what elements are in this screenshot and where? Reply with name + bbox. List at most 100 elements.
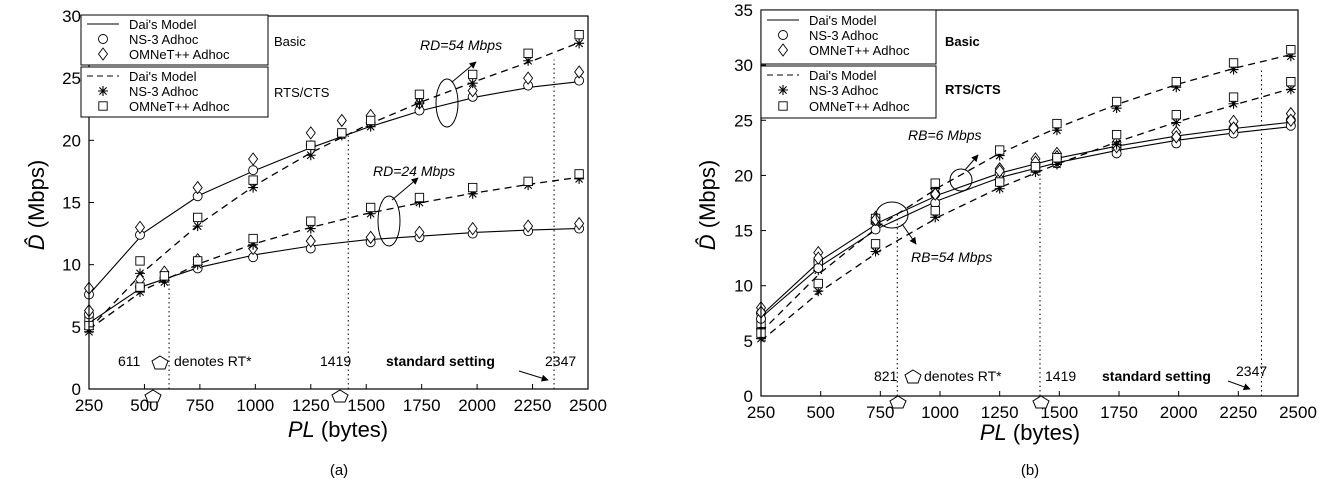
callout-arrow xyxy=(901,223,917,245)
star-marker xyxy=(1111,103,1122,114)
group-ellipse xyxy=(377,195,401,247)
rt-legend-text: denotes RT* xyxy=(924,368,1002,384)
diamond-marker xyxy=(97,47,109,61)
y-tick-label: 5 xyxy=(744,332,753,351)
x-axis-title: PL (bytes) xyxy=(288,417,388,442)
diamond-marker xyxy=(467,83,478,98)
star-marker xyxy=(1051,125,1062,136)
legend-box-basic xyxy=(80,14,269,66)
legend-entry-label: Dai's Model xyxy=(129,69,197,84)
star-marker xyxy=(467,188,478,199)
star-marker xyxy=(778,85,788,95)
x-tick-label: 1500 xyxy=(1040,403,1078,422)
y-tick-label: 15 xyxy=(62,194,81,213)
legend-entry-label: Dai's Model xyxy=(129,17,197,32)
square-marker xyxy=(1286,45,1296,55)
square-marker xyxy=(366,115,376,126)
square-marker xyxy=(1052,118,1062,129)
square-marker xyxy=(1052,153,1062,163)
y-tick-label: 35 xyxy=(734,1,753,20)
y-tick-label: 0 xyxy=(72,380,81,399)
pentagon-marker-icon xyxy=(904,369,922,384)
x-tick-label: 2250 xyxy=(1219,403,1257,422)
star-marker xyxy=(414,98,425,109)
square-marker xyxy=(159,271,170,281)
diamond-marker xyxy=(365,230,376,245)
star-marker xyxy=(192,221,203,232)
series-line-model xyxy=(760,126,1289,319)
standard-setting-arrow xyxy=(518,370,549,382)
square-marker xyxy=(574,30,584,40)
standard-setting-label: standard setting xyxy=(1102,368,1211,384)
diamond-marker xyxy=(994,164,1005,178)
panel-b: 250 500 750 1000 1250 1500 1750 2000 2250 2500 0 5 1… xyxy=(695,1,1317,479)
square-marker xyxy=(468,182,478,193)
rt-value-label: 2347 xyxy=(545,353,576,369)
y-axis-title: D̂ (Mbps) xyxy=(695,160,720,250)
y-tick-label: 25 xyxy=(734,111,753,130)
series-line-model xyxy=(88,176,577,330)
x-tick-label: 500 xyxy=(806,403,834,422)
star-marker xyxy=(1111,139,1122,150)
star-marker xyxy=(305,150,316,161)
standard-setting-label: standard setting xyxy=(386,353,495,369)
tick-labels: 250 500 750 1000 1250 1500 1750 2000 2250 2500 0 5 1… xyxy=(734,1,1317,422)
square-marker xyxy=(366,202,376,213)
legend-entry-label: NS-3 Adhoc xyxy=(809,83,879,98)
diamond-marker xyxy=(414,225,425,240)
standard-setting-arrow xyxy=(1227,380,1251,391)
star-marker xyxy=(1228,98,1239,109)
square-marker xyxy=(523,48,533,58)
x-tick-label: 250 xyxy=(747,403,775,422)
pentagon-marker-icon xyxy=(1032,395,1050,409)
diamond-marker xyxy=(574,216,585,231)
legend-group-title: RTS/CTS xyxy=(945,82,1001,97)
y-tick-label: 10 xyxy=(62,256,81,275)
x-tick-label: 2000 xyxy=(458,396,496,415)
square-marker xyxy=(135,282,145,292)
y-tick-label: 5 xyxy=(72,318,81,337)
star-marker xyxy=(365,121,376,132)
series-layer xyxy=(83,30,585,337)
callout-arrow xyxy=(964,154,979,171)
star-marker xyxy=(248,182,259,193)
legend-entry-label: Dai's Model xyxy=(809,13,877,28)
square-marker xyxy=(193,256,203,266)
diamond-marker xyxy=(305,126,316,140)
square-marker xyxy=(1171,77,1181,87)
star-marker xyxy=(1228,64,1239,75)
square-marker xyxy=(337,128,347,138)
series-layer xyxy=(755,45,1296,344)
pentagon-marker-icon xyxy=(889,395,907,409)
star-marker xyxy=(574,173,585,184)
circle-marker xyxy=(778,30,788,40)
square-marker xyxy=(193,212,203,223)
square-marker xyxy=(135,256,145,266)
star-marker xyxy=(1030,167,1041,178)
star-marker xyxy=(365,208,376,219)
panel-caption: (a) xyxy=(330,462,348,479)
star-marker xyxy=(159,277,170,288)
diamond-marker xyxy=(1171,130,1182,144)
diamond-marker xyxy=(574,65,585,79)
guide-lines xyxy=(896,67,1262,396)
series-line-model xyxy=(760,54,1289,333)
y-tick-label: 30 xyxy=(62,7,81,26)
circle-marker xyxy=(248,165,259,176)
x-tick-label: 1000 xyxy=(236,396,274,415)
rate-label: RB=6 Mbps xyxy=(908,127,982,143)
group-ellipse xyxy=(949,168,973,192)
x-tick-label: 1250 xyxy=(292,396,330,415)
diamond-marker xyxy=(930,187,941,201)
y-tick-label: 10 xyxy=(734,277,753,296)
square-marker xyxy=(930,178,940,188)
square-marker xyxy=(1111,96,1122,107)
star-marker xyxy=(1171,117,1182,128)
legend-group-title: Basic xyxy=(274,34,306,49)
square-marker xyxy=(1228,58,1239,68)
square-marker xyxy=(930,206,940,216)
x-tick-label: 1750 xyxy=(403,396,441,415)
square-marker xyxy=(98,101,108,111)
diamond-marker xyxy=(192,180,203,195)
